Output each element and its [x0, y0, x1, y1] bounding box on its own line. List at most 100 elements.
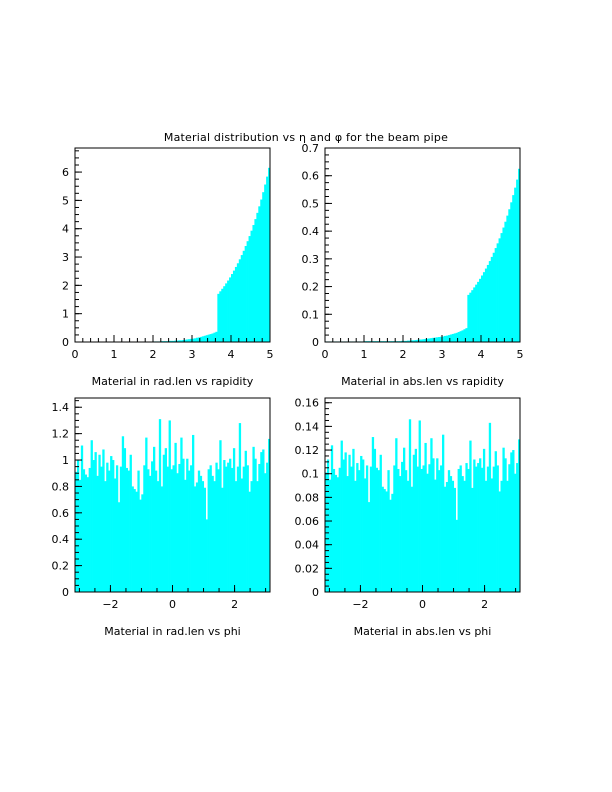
histogram-bar [201, 336, 205, 342]
x-tick-label: 2 [481, 598, 488, 611]
histogram-bar [403, 340, 406, 342]
histogram-bar [504, 221, 507, 342]
y-tick-label: 6 [62, 166, 69, 179]
histogram-bar [75, 471, 78, 592]
histogram-bar [449, 476, 453, 592]
chart-panel-3: −2 0 2 0 0.2 0.4 0.6 0.8 1 1.2 1.4 Material in rad.… [52, 397, 271, 638]
histogram-bar [108, 470, 111, 592]
histogram-bar [469, 292, 472, 342]
histogram-bar [328, 479, 332, 592]
histogram-bar [195, 482, 199, 592]
x-tick-label: 1 [361, 348, 368, 361]
y-tick-label: 0.6 [302, 170, 320, 183]
histogram-bar [461, 330, 464, 342]
histogram-bar [383, 489, 386, 592]
histogram-bar [463, 329, 466, 342]
histogram-bar [350, 466, 353, 592]
histogram-bar [121, 436, 125, 592]
histogram-bar [186, 458, 189, 592]
histogram-bar [164, 448, 167, 592]
histogram-bar [436, 337, 439, 342]
y-tick-label: 1.2 [52, 428, 70, 441]
histogram-bar [514, 473, 517, 592]
histogram-bar [408, 340, 412, 342]
y-tick-label: 0.2 [52, 560, 70, 573]
histogram-bar [125, 467, 128, 592]
y-tick-label: 0.02 [295, 562, 320, 575]
chart-panel-4: −2 0 2 0 0.02 0.04 0.06 0.08 0.1 0.12 0.14 0.16 Mate… [295, 397, 521, 638]
histogram-bar [508, 464, 511, 592]
histogram-bar [234, 266, 238, 342]
histogram-bar [184, 339, 187, 342]
histogram-bar [168, 420, 171, 592]
histogram-bar [254, 458, 257, 592]
histogram-bar [268, 438, 271, 592]
x-tick-label: 2 [150, 348, 157, 361]
histogram-bar [403, 447, 406, 592]
histogram-bar [477, 463, 480, 592]
histogram-bar [463, 480, 466, 592]
histogram-bar [406, 340, 410, 342]
histogram-bar [426, 473, 429, 592]
histogram-bar [219, 440, 222, 592]
histogram-bar [465, 463, 468, 592]
histogram-bar [451, 333, 455, 342]
histogram-bar [416, 339, 419, 342]
histogram-bar [486, 466, 490, 592]
histogram-bar [414, 448, 417, 592]
histogram-bar [190, 338, 193, 342]
histogram-bar [78, 479, 82, 592]
histogram-bar [358, 470, 361, 592]
histogram-bar [401, 340, 404, 342]
x-tick-label: 4 [478, 348, 485, 361]
histogram-bar [473, 459, 476, 592]
histogram-bar [395, 438, 398, 592]
histogram-bar [399, 476, 402, 592]
histogram-bar [234, 481, 238, 592]
histogram-bar [240, 478, 244, 592]
histogram-bar [166, 466, 169, 592]
histogram-bar [484, 480, 488, 592]
histogram-bar [510, 452, 513, 592]
y-tick-label: 0.1 [302, 308, 320, 321]
histogram-bar [254, 219, 257, 342]
histogram-bar [428, 464, 431, 592]
histogram-bar [377, 470, 380, 592]
histogram-bar [447, 335, 451, 342]
histogram-bar [236, 263, 240, 342]
histogram-bar [369, 466, 373, 592]
histogram-bar [203, 335, 206, 342]
histogram-bar [332, 468, 336, 592]
histogram-bar [154, 470, 158, 592]
histogram-bar [225, 283, 228, 342]
histogram-bar [252, 225, 255, 342]
histogram-bar [434, 479, 437, 592]
histogram-bar [420, 339, 423, 342]
histogram-bar [352, 448, 355, 592]
histogram-bar [180, 437, 183, 592]
histogram-bar [90, 440, 93, 592]
histogram-bar [231, 467, 234, 592]
histogram-bar [455, 332, 458, 342]
histogram-bar [88, 467, 91, 592]
histogram-bar [481, 467, 484, 592]
histogram-bar [186, 339, 189, 342]
histogram-bar [385, 491, 388, 592]
histogram-bar [229, 458, 232, 592]
histogram-bar [459, 465, 462, 592]
histogram-bar [156, 481, 160, 592]
y-tick-label: 0.14 [295, 420, 320, 433]
histogram-bar [123, 448, 127, 592]
histogram-bar [147, 469, 150, 592]
histogram-bar [422, 465, 425, 592]
histogram-bar [445, 481, 449, 592]
histogram-bar [168, 340, 171, 342]
histogram-bar [494, 451, 497, 592]
histogram-bar [176, 340, 179, 342]
histogram-bar [334, 474, 338, 592]
histogram-bar [190, 465, 193, 592]
histogram-bar [512, 450, 515, 592]
histogram-bar [260, 452, 263, 592]
histogram-bar [406, 480, 410, 592]
x-axis-label: Material in rad.len vs rapidity [92, 375, 254, 388]
